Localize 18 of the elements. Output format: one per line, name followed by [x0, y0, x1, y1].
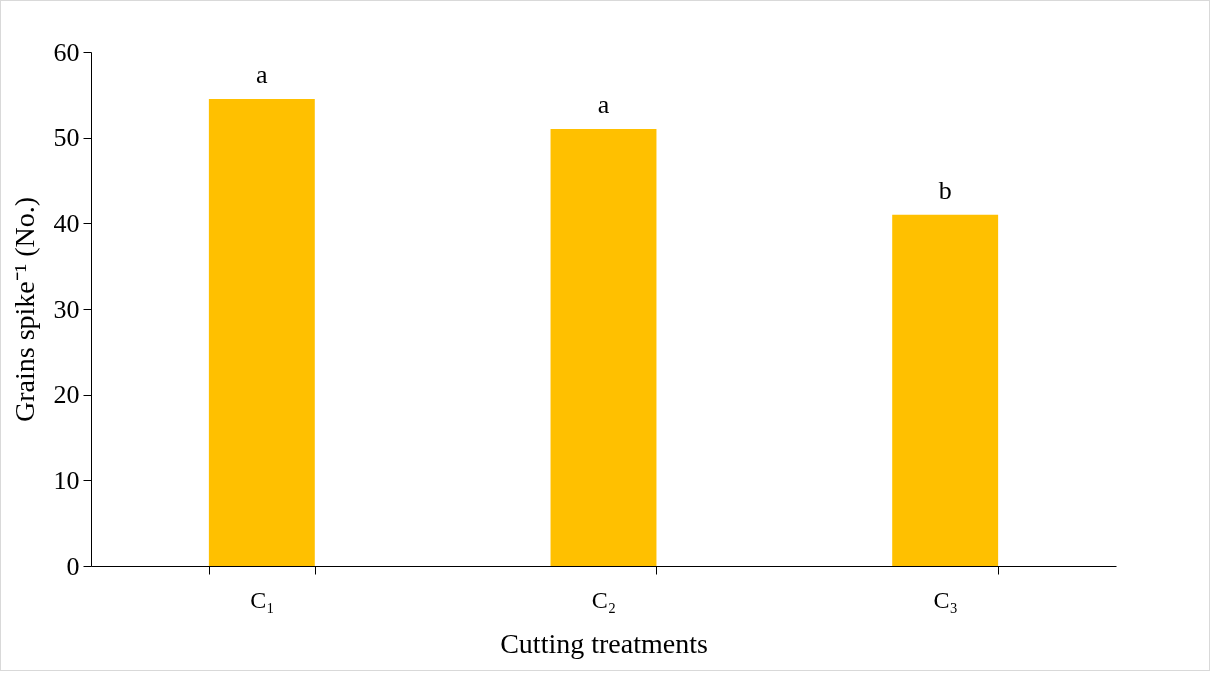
x-tick-label: C₂ [591, 586, 617, 613]
y-axis-title: Grains spike⁻¹ (No.) [8, 196, 40, 423]
annotation: a [597, 90, 610, 120]
y-tick-label: 50 [53, 123, 80, 153]
y-tick-label: 0 [66, 551, 80, 581]
annotation: b [938, 175, 952, 205]
y-tick-label: 10 [53, 465, 80, 495]
bar [892, 214, 999, 566]
bar [208, 99, 315, 566]
x-tick-label: C₃ [933, 586, 958, 613]
x-tick-label: C₁ [250, 586, 275, 613]
y-tick-label: 30 [53, 294, 80, 324]
x-axis-title: Cutting treatments [500, 627, 708, 659]
annotation: a [256, 60, 269, 90]
y-tick-label: 60 [53, 37, 80, 67]
bar [550, 129, 657, 566]
y-tick-label: 40 [53, 208, 80, 238]
y-tick-label: 20 [53, 380, 80, 410]
